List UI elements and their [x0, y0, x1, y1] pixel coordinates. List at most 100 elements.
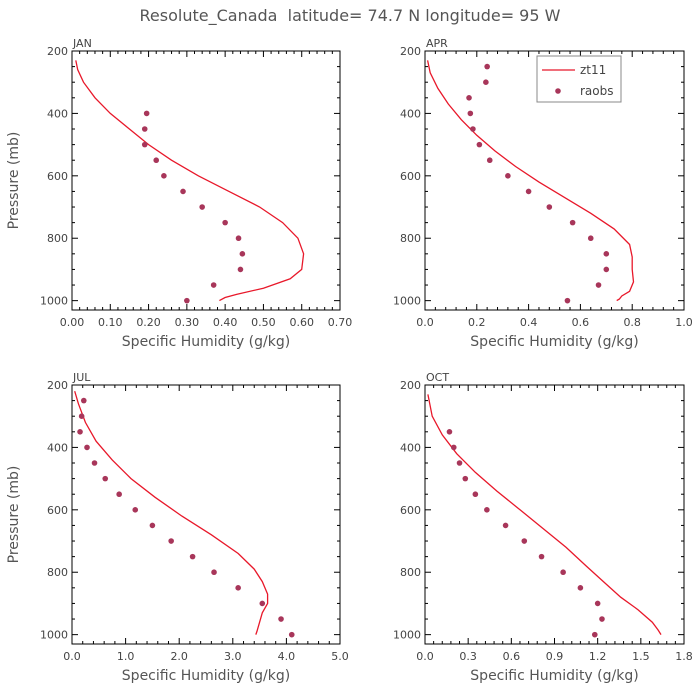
y-axis-label: Pressure (mb): [6, 132, 22, 230]
x-tick-label: 0.2: [468, 316, 486, 329]
obs-point: [467, 110, 474, 117]
x-tick-label: 0.3: [459, 650, 477, 663]
obs-point: [470, 126, 476, 132]
x-tick-label: 0.70: [328, 316, 353, 329]
legend-dot-swatch: [555, 88, 561, 94]
obs-point: [78, 413, 85, 420]
y-tick-label: 400: [400, 441, 421, 454]
x-tick-label: 1.2: [589, 650, 607, 663]
obs-point: [599, 616, 605, 622]
panel-oct: 0.0 0.3 0.6 0.9 1.2 1.5 1.8 200 400 600 800 1000 OCT…: [393, 371, 693, 684]
x-tick-label: 0.0: [416, 316, 434, 329]
x-tick-label: 0.8: [623, 316, 641, 329]
x-axis-label: Specific Humidity (g/kg): [470, 668, 638, 684]
x-tick-label: 1.5: [632, 650, 650, 663]
obs-point: [525, 188, 532, 195]
obs-point: [587, 235, 594, 242]
x-tick-label: 3.0: [224, 650, 242, 663]
obs-point: [168, 538, 174, 544]
obs-point: [521, 538, 528, 544]
x-tick-label: 0.0: [416, 650, 434, 663]
figure-title: Resolute_Canada latitude= 74.7 N longitu…: [140, 6, 561, 26]
obs-point: [484, 507, 490, 513]
obs-point: [486, 157, 493, 164]
x-tick-label: 0.6: [572, 316, 590, 329]
obs-point: [116, 491, 122, 498]
obs-point: [180, 188, 186, 195]
legend: zt11 raobs: [536, 55, 622, 103]
obs-point: [235, 585, 241, 591]
obs-point: [456, 460, 463, 466]
panel-label: JUL: [72, 371, 91, 384]
x-axis-label: Specific Humidity (g/kg): [122, 334, 290, 350]
obs-point: [237, 266, 244, 273]
plot-frame: [71, 50, 341, 311]
y-tick-label: 1000: [393, 629, 421, 642]
obs-point: [143, 110, 150, 117]
panel-label: APR: [426, 37, 448, 50]
x-axis-label: Specific Humidity (g/kg): [122, 668, 290, 684]
x-tick-label: 1.0: [675, 316, 693, 329]
obs-point: [278, 616, 284, 622]
x-tick-label: 0.20: [136, 316, 161, 329]
obs-point: [199, 204, 205, 210]
obs-point: [595, 282, 602, 288]
model-line: [74, 391, 269, 635]
x-tick-label: 2.0: [170, 650, 188, 663]
obs-point: [594, 600, 601, 607]
obs-point: [546, 204, 553, 210]
y-tick-label: 1000: [40, 629, 68, 642]
legend-model-label: zt11: [580, 63, 606, 77]
x-tick-label: 1.0: [117, 650, 135, 663]
y-tick-label: 600: [400, 504, 421, 517]
obs-point: [153, 157, 160, 164]
y-tick-label: 200: [400, 45, 421, 58]
obs-point: [161, 173, 167, 179]
x-tick-label: 0.6: [503, 650, 521, 663]
obs-point: [239, 251, 246, 257]
panel-jan: 0.00 0.10 0.20 0.30 0.40 0.50 0.60 0.70 200 400 60…: [6, 37, 352, 350]
obs-point: [603, 266, 610, 273]
plot-frame: [424, 384, 685, 645]
obs-point: [483, 79, 489, 86]
x-tick-label: 1.8: [675, 650, 693, 663]
x-tick-label: 0.00: [60, 316, 85, 329]
y-tick-label: 600: [47, 170, 68, 183]
obs-point: [149, 522, 156, 529]
x-tick-label: 0.60: [289, 316, 314, 329]
model-line: [75, 60, 305, 302]
obs-point: [211, 569, 217, 576]
obs-point: [288, 631, 295, 638]
y-tick-label: 200: [400, 379, 421, 392]
y-tick-label: 400: [47, 107, 68, 120]
obs-point: [77, 429, 83, 435]
obs-point: [84, 444, 90, 451]
panel-jul: 0.0 1.0 2.0 3.0 4.0 5.0 200 400 600 800 1000 JUL Spe…: [6, 371, 349, 684]
obs-point: [189, 553, 196, 560]
panel-apr: 0.0 0.2 0.4 0.6 0.8 1.0 200 400 600 800 1000 APR Spe…: [393, 37, 693, 350]
obs-point: [505, 173, 511, 179]
obs-point: [603, 251, 610, 257]
x-tick-label: 0.4: [520, 316, 538, 329]
obs-point: [472, 491, 479, 498]
y-tick-label: 800: [47, 232, 68, 245]
obs-point: [538, 553, 545, 560]
x-tick-label: 0.10: [98, 316, 123, 329]
x-tick-label: 0.9: [546, 650, 564, 663]
x-axis-label: Specific Humidity (g/kg): [470, 334, 638, 350]
obs-point: [564, 297, 571, 304]
obs-point: [462, 475, 469, 482]
obs-point: [560, 569, 566, 576]
obs-point: [466, 95, 472, 101]
obs-point: [102, 475, 109, 482]
panel-label: OCT: [426, 371, 449, 384]
y-tick-label: 200: [47, 45, 68, 58]
obs-point: [235, 235, 242, 242]
obs-point: [476, 141, 483, 148]
obs-point: [577, 585, 584, 591]
y-tick-label: 600: [400, 170, 421, 183]
obs-point: [450, 444, 457, 451]
y-tick-label: 1000: [393, 295, 421, 308]
y-tick-label: 1000: [40, 295, 68, 308]
